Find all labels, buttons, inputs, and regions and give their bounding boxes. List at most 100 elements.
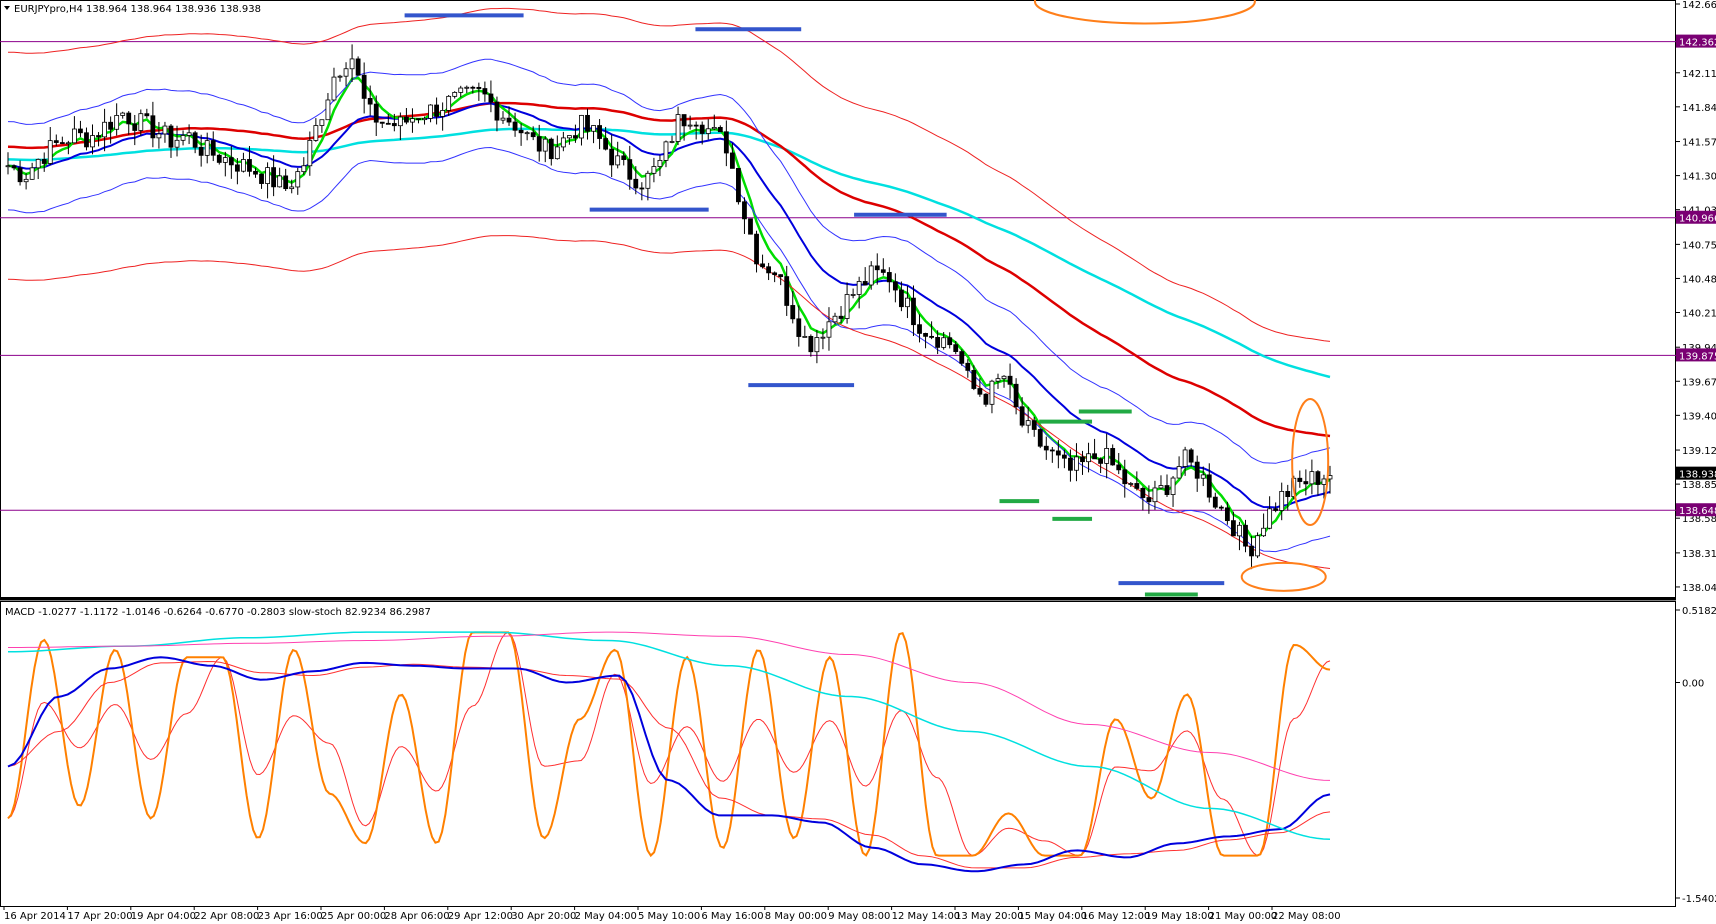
bull-candle bbox=[277, 175, 283, 188]
bull-candle bbox=[186, 132, 192, 136]
current-price-tag bbox=[1676, 466, 1716, 480]
dropdown-triangle-icon[interactable] bbox=[4, 6, 10, 10]
bear-candle bbox=[778, 274, 784, 278]
bear-candle bbox=[11, 165, 17, 169]
bull-candle bbox=[138, 113, 144, 131]
bull-candle bbox=[615, 155, 621, 166]
time-tick-label: 21 May 00:00 bbox=[1209, 911, 1278, 922]
price-tick-label: 138.855 bbox=[1682, 480, 1716, 491]
oscillator-lines bbox=[7, 631, 1331, 873]
bear-candle bbox=[681, 114, 687, 127]
bear-candle bbox=[627, 159, 633, 180]
time-tick-label: 19 Apr 04:00 bbox=[131, 911, 196, 922]
price-tick-label: 141.845 bbox=[1682, 103, 1716, 114]
price-axis: 142.660142.115141.845141.570141.300141.0… bbox=[1676, 0, 1716, 905]
bear-candle bbox=[1031, 420, 1037, 430]
bear-candle bbox=[144, 113, 150, 117]
bear-candle bbox=[729, 152, 735, 169]
bear-candle bbox=[518, 129, 524, 134]
bear-candle bbox=[790, 305, 796, 320]
bear-candle bbox=[355, 58, 361, 76]
bull-candle bbox=[560, 137, 566, 148]
bull-candle bbox=[295, 171, 301, 188]
bear-candle bbox=[1297, 477, 1303, 482]
bull-candle bbox=[1152, 487, 1158, 503]
bull-candle bbox=[72, 128, 77, 144]
bear-candle bbox=[1122, 469, 1128, 485]
price-tag bbox=[1676, 503, 1716, 517]
bull-candle bbox=[156, 133, 162, 139]
bull-candle bbox=[1170, 477, 1176, 495]
drawn-annotations[interactable] bbox=[404, 0, 1330, 597]
ohlc-header: 138.964 138.964 138.936 138.938 bbox=[86, 4, 261, 15]
time-tick-label: 2 May 04:00 bbox=[575, 911, 637, 922]
bear-candle bbox=[1231, 520, 1236, 537]
bear-candle bbox=[1273, 508, 1279, 511]
bear-candle bbox=[1243, 524, 1248, 547]
bear-candle bbox=[168, 125, 174, 148]
bull-candle bbox=[500, 117, 506, 121]
macd-cyan-line bbox=[8, 631, 1331, 840]
bear-candle bbox=[53, 140, 59, 143]
bear-candle bbox=[977, 388, 983, 395]
bear-candle bbox=[548, 138, 554, 160]
bull-candle bbox=[265, 167, 270, 184]
ema-slow-line bbox=[7, 101, 1331, 438]
bull-candle bbox=[428, 104, 433, 119]
bear-candle bbox=[41, 158, 47, 164]
macd-pink-line bbox=[8, 631, 1331, 781]
indicator-tick-label: 0.5182 bbox=[1682, 606, 1716, 617]
bear-candle bbox=[367, 97, 373, 105]
bull-candle bbox=[90, 135, 95, 148]
bear-candle bbox=[1194, 461, 1200, 479]
bull-candle bbox=[1237, 524, 1242, 537]
orange-ellipse bbox=[1240, 561, 1327, 592]
bear-candle bbox=[784, 276, 790, 306]
bear-candle bbox=[536, 136, 542, 152]
bull-candle bbox=[446, 95, 452, 111]
bull-candle bbox=[566, 135, 572, 139]
bull-candle bbox=[651, 166, 657, 174]
bear-candle bbox=[573, 135, 578, 139]
bear-candle bbox=[796, 318, 802, 337]
price-tag-label: 140.966 bbox=[1679, 214, 1716, 225]
bull-candle bbox=[705, 128, 711, 134]
bull-candle bbox=[905, 297, 910, 308]
bear-candle bbox=[385, 122, 391, 125]
bear-candle bbox=[126, 112, 132, 125]
bear-candle bbox=[1049, 449, 1055, 452]
bear-candle bbox=[862, 281, 868, 286]
bear-candle bbox=[959, 351, 965, 364]
bull-candle bbox=[114, 115, 120, 130]
bull-candle bbox=[554, 146, 560, 160]
bull-candle bbox=[657, 159, 663, 167]
bull-candle bbox=[222, 157, 228, 163]
bull-candle bbox=[47, 140, 53, 164]
macd-main-line bbox=[7, 656, 1331, 873]
bear-candle bbox=[84, 132, 89, 148]
price-tick-label: 138.310 bbox=[1682, 549, 1716, 560]
price-tick-label: 138.040 bbox=[1682, 583, 1716, 594]
bull-candle bbox=[1086, 453, 1091, 463]
bear-candle bbox=[1140, 488, 1146, 498]
bear-candle bbox=[1080, 456, 1085, 463]
price-tag-label: 138.648 bbox=[1679, 506, 1716, 517]
bear-candle bbox=[886, 272, 892, 283]
ema-long-line bbox=[7, 127, 1331, 379]
bull-candle bbox=[1176, 466, 1182, 479]
price-tick-label: 139.125 bbox=[1682, 446, 1716, 457]
bear-candle bbox=[699, 124, 705, 134]
bear-candle bbox=[1315, 471, 1321, 485]
time-tick-label: 17 Apr 20:00 bbox=[67, 911, 132, 922]
bear-candle bbox=[633, 178, 639, 189]
bear-candle bbox=[736, 167, 741, 203]
indicator-header: MACD -1.0277 -1.1172 -1.0146 -0.6264 -0.… bbox=[5, 607, 431, 618]
bull-candle bbox=[669, 141, 675, 143]
price-tag-label: 139.875 bbox=[1679, 351, 1716, 362]
bear-candle bbox=[506, 117, 512, 123]
bull-candle bbox=[5, 165, 11, 168]
bull-candle bbox=[440, 110, 446, 117]
bear-candle bbox=[379, 121, 385, 124]
price-tick-label: 140.755 bbox=[1682, 240, 1716, 251]
